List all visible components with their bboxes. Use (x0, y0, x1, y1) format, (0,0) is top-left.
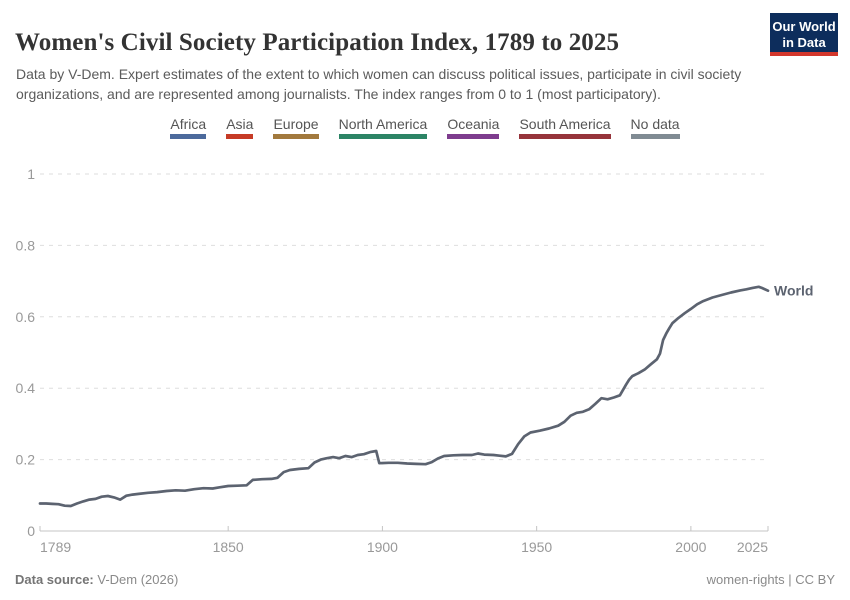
legend-item-south-america[interactable]: South America (519, 116, 611, 139)
world-series-line[interactable] (38, 285, 770, 508)
legend-label: Oceania (447, 116, 500, 132)
y-tick-label: 0.6 (16, 309, 36, 325)
legend-item-north-america[interactable]: North America (338, 116, 428, 139)
legend-label: Africa (170, 116, 207, 132)
legend-color-swatch (273, 134, 319, 139)
data-source-label: Data source: (15, 572, 94, 587)
y-tick-label: 0 (27, 523, 35, 539)
chart-footer: Data source: V-Dem (2026) women-rights |… (15, 572, 835, 587)
legend-item-africa[interactable]: Africa (170, 116, 207, 139)
data-source: Data source: V-Dem (2026) (15, 572, 178, 587)
x-tick-label: 2000 (675, 539, 706, 555)
legend-color-swatch (447, 134, 500, 139)
legend-item-no-data[interactable]: No data (630, 116, 680, 139)
legend-color-swatch (226, 134, 254, 139)
owid-logo-line2: in Data (782, 34, 826, 50)
line-chart[interactable]: 0 0.2 0.4 0.6 0.8 1 1789 1850 1900 1950 2000 2025 Wo… (0, 155, 850, 567)
license-note[interactable]: women-rights | CC BY (706, 572, 835, 587)
owid-logo[interactable]: Our World in Data (770, 13, 838, 56)
region-legend: Africa Asia Europe North America Oceania Sout… (0, 116, 850, 139)
legend-item-oceania[interactable]: Oceania (447, 116, 500, 139)
chart-subtitle: Data by V-Dem. Expert estimates of the e… (16, 66, 742, 103)
y-tick-label: 1 (27, 166, 35, 182)
data-source-value: V-Dem (2026) (93, 572, 179, 587)
legend-label: South America (519, 116, 611, 132)
legend-label: No data (630, 116, 680, 132)
owid-logo-red-bar (770, 52, 838, 56)
x-tick-label: 1900 (367, 539, 398, 555)
owid-logo-line1: Our World (772, 18, 836, 34)
x-tick-label: 1789 (40, 539, 71, 555)
legend-color-swatch (170, 134, 207, 139)
y-tick-label: 0.2 (16, 452, 36, 468)
legend-color-swatch (519, 134, 611, 139)
legend-label: North America (338, 116, 428, 132)
page-title: Women's Civil Society Participation Inde… (15, 28, 620, 56)
x-tick-label: 2025 (737, 539, 768, 555)
x-tick-label: 1950 (521, 539, 552, 555)
world-series-label[interactable]: World (774, 283, 813, 299)
legend-color-swatch (630, 134, 680, 139)
x-tick-label: 1850 (213, 539, 244, 555)
legend-color-swatch (338, 134, 428, 139)
y-tick-label: 0.4 (16, 380, 36, 396)
legend-item-asia[interactable]: Asia (226, 116, 254, 139)
legend-label: Asia (226, 116, 254, 132)
legend-item-europe[interactable]: Europe (273, 116, 319, 139)
y-tick-label: 0.8 (16, 237, 36, 253)
legend-label: Europe (273, 116, 319, 132)
